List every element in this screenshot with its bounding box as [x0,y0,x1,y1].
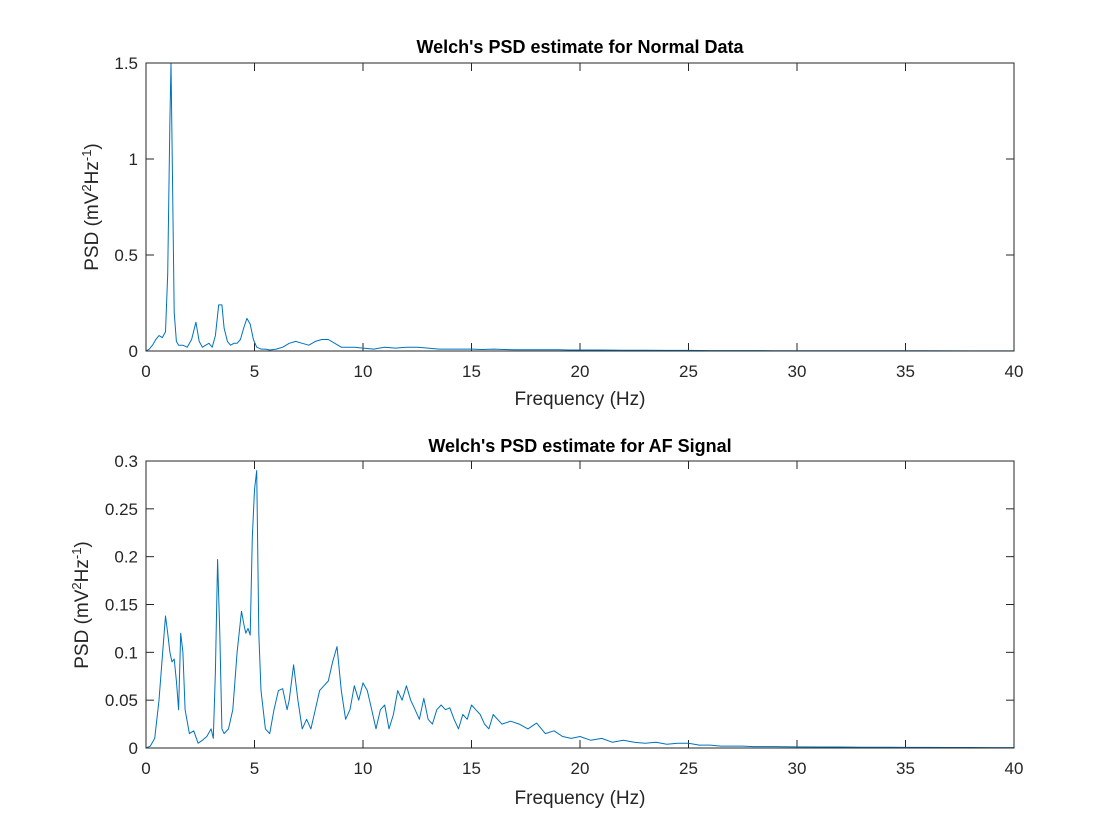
x-tick-label: 40 [1005,362,1024,381]
y-tick-label: 0.25 [105,500,138,519]
x-axis-label: Frequency (Hz) [515,788,646,809]
chart-title: Welch's PSD estimate for Normal Data [416,37,744,57]
tick-labels: 0 5 10 15 20 25 30 35 40 0 0.05 0.1 0.15 0.2 0.25 0.3 [105,452,1024,778]
x-tick-label: 0 [141,362,150,381]
y-tick-label: 0.5 [114,246,138,265]
x-tick-label: 20 [571,759,590,778]
axes-normal-data: Welch's PSD estimate for Normal Data 0 5 1… [79,37,1024,410]
y-label-mid: Hz [72,559,93,582]
y-label-base: PSD (mV [82,191,103,271]
x-tick-label: 0 [141,759,150,778]
y-label-base: PSD (mV [72,589,93,669]
y-tick-label: 0 [129,739,138,758]
x-tick-label: 15 [462,362,481,381]
x-tick-label: 5 [250,362,259,381]
y-label-sup-2: -1 [69,548,84,560]
x-tick-label: 25 [679,362,698,381]
y-label-end: ) [72,541,93,547]
chart-title: Welch's PSD estimate for AF Signal [428,436,731,456]
axes-box [145,460,1015,749]
x-tick-label: 25 [679,759,698,778]
y-axis-label: PSD (mV2Hz-1) [79,143,104,271]
x-tick-label: 35 [896,759,915,778]
x-tick-label: 30 [788,362,807,381]
ticks [145,62,1015,352]
y-label-end: ) [82,143,103,149]
y-tick-label: 1.5 [114,54,138,73]
axes-af-signal: Welch's PSD estimate for AF Signal 0 5 10 1… [69,436,1024,809]
y-tick-label: 0.15 [105,596,138,615]
y-label-mid: Hz [82,161,103,184]
x-tick-label: 40 [1005,759,1024,778]
psd-line [145,62,1014,352]
tick-labels: 0 5 10 15 20 25 30 35 40 0 0.5 1 1.5 [114,54,1023,381]
x-tick-label: 35 [896,362,915,381]
axes-box [145,62,1015,352]
y-label-sup-1: 2 [69,582,84,589]
y-tick-label: 0.3 [114,452,138,471]
y-tick-label: 0.1 [114,643,138,662]
y-label-sup-1: 2 [79,184,94,191]
y-label-sup-2: -1 [79,150,94,162]
x-tick-label: 15 [462,759,481,778]
x-tick-label: 5 [250,759,259,778]
y-tick-label: 0 [129,342,138,361]
psd-line [145,470,1014,749]
y-tick-label: 1 [129,150,138,169]
x-tick-label: 10 [354,362,373,381]
y-axis-label: PSD (mV2Hz-1) [69,541,94,669]
x-axis-label: Frequency (Hz) [515,389,646,410]
y-tick-label: 0.2 [114,548,138,567]
x-tick-label: 20 [571,362,590,381]
y-tick-label: 0.05 [105,691,138,710]
x-tick-label: 30 [788,759,807,778]
x-tick-label: 10 [354,759,373,778]
